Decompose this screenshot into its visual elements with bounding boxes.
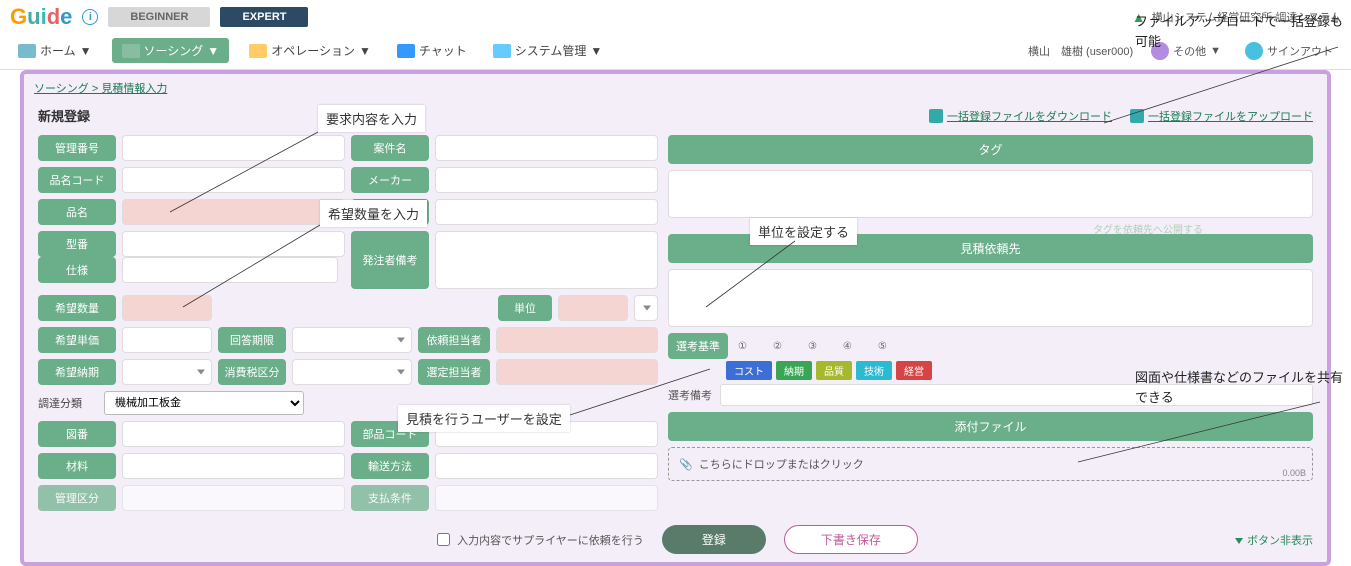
mode-expert[interactable]: EXPERT (220, 7, 308, 27)
label-tax: 消費税区分 (218, 359, 286, 385)
label-orderer-note: 発注者備考 (351, 231, 429, 289)
nav-chat[interactable]: チャット (391, 39, 473, 62)
drop-icon: 📎 (679, 458, 693, 471)
label-due: 希望納期 (38, 359, 116, 385)
upload-link[interactable]: 一括登録ファイルをアップロード (1130, 108, 1313, 124)
input-item-code[interactable] (122, 167, 345, 193)
label-spec: 仕様 (38, 257, 116, 283)
input-tax[interactable] (292, 359, 412, 385)
input-reply-due[interactable] (292, 327, 412, 353)
breadcrumb[interactable]: ソーシング > 見積情報入力 (24, 74, 1327, 102)
info-icon[interactable]: i (82, 9, 98, 25)
criteria-tag[interactable]: 技術 (856, 361, 892, 380)
input-unit[interactable] (558, 295, 628, 321)
download-icon (929, 109, 943, 123)
criteria-tag[interactable]: コスト (726, 361, 772, 380)
supplier-checkbox[interactable]: 入力内容でサプライヤーに依頼を行う (433, 530, 644, 549)
callout-a5: ファイルアップロードで一括登録も可能 (1135, 12, 1345, 51)
label-drawing: 図番 (38, 421, 116, 447)
drop-size: 0.00B (1282, 468, 1306, 478)
input-model-no[interactable] (122, 231, 345, 257)
criteria-num-5: ⑤ (878, 341, 887, 352)
label-item-name: 品名 (38, 199, 116, 225)
label-sel-note: 選考備考 (668, 387, 712, 403)
nav-operation[interactable]: オペレーション ▼ (243, 39, 377, 62)
tag-field[interactable] (668, 170, 1313, 218)
select-class[interactable]: 機械加工板金 (104, 391, 304, 415)
input-drawing[interactable] (122, 421, 345, 447)
input-maker[interactable] (435, 167, 658, 193)
attach-button[interactable]: 添付ファイル (668, 412, 1313, 441)
input-mgmt-cat[interactable] (122, 485, 345, 511)
current-user: 横山 雄樹 (user000) (1028, 43, 1133, 59)
label-unit: 単位 (498, 295, 552, 321)
input-ship[interactable] (435, 453, 658, 479)
label-model-no: 型番 (38, 231, 116, 257)
label-subject: 案件名 (351, 135, 429, 161)
register-button[interactable]: 登録 (662, 525, 766, 554)
label-reply-due: 回答期限 (218, 327, 286, 353)
criteria-tag[interactable]: 経営 (896, 361, 932, 380)
drop-text: こちらにドロップまたはクリック (699, 456, 864, 472)
label-maker: メーカー (351, 167, 429, 193)
page-title: 新規登録 (38, 106, 90, 125)
label-sel-pic: 選定担当者 (418, 359, 490, 385)
criteria-num-3: ③ (808, 341, 817, 352)
callout-a6: 図面や仕様書などのファイルを共有できる (1135, 368, 1345, 407)
label-mgmt-no: 管理番号 (38, 135, 116, 161)
label-criteria: 選考基準 (668, 333, 728, 359)
input-orderer-note[interactable] (435, 231, 658, 289)
label-mgmt-cat: 管理区分 (38, 485, 116, 511)
quote-dest-field[interactable] (668, 269, 1313, 327)
label-class: 調達分類 (38, 395, 98, 411)
draft-button[interactable]: 下書き保存 (784, 525, 918, 554)
publish-hint: タグを依頼先へ公開する (1093, 221, 1203, 236)
callout-a3: 単位を設定する (750, 218, 857, 245)
label-ship: 輸送方法 (351, 453, 429, 479)
unit-dropdown[interactable] (634, 295, 658, 321)
input-deliver[interactable] (435, 199, 658, 225)
callout-a1: 要求内容を入力 (318, 105, 425, 132)
input-subject[interactable] (435, 135, 658, 161)
label-unit-price: 希望単価 (38, 327, 116, 353)
label-req-pic: 依頼担当者 (418, 327, 490, 353)
label-payment: 支払条件 (351, 485, 429, 511)
criteria-tag[interactable]: 品質 (816, 361, 852, 380)
input-due[interactable] (122, 359, 212, 385)
criteria-num-1: ① (738, 341, 747, 352)
label-item-code: 品名コード (38, 167, 116, 193)
mode-beginner[interactable]: BEGINNER (108, 7, 210, 27)
hide-buttons[interactable]: ボタン非表示 (1235, 532, 1313, 548)
nav-sourcing[interactable]: ソーシング ▼ (112, 38, 230, 63)
input-req-pic[interactable] (496, 327, 658, 353)
callout-a4: 見積を行うユーザーを設定 (398, 405, 570, 432)
nav-home[interactable]: ホーム ▼ (12, 39, 98, 62)
input-spec[interactable] (122, 257, 338, 283)
criteria-num-4: ④ (843, 341, 852, 352)
input-sel-pic[interactable] (496, 359, 658, 385)
label-qty: 希望数量 (38, 295, 116, 321)
criteria-tag[interactable]: 納期 (776, 361, 812, 380)
nav-sysadmin[interactable]: システム管理 ▼ (487, 39, 609, 62)
download-link[interactable]: 一括登録ファイルをダウンロード (929, 108, 1112, 124)
input-mgmt-no[interactable] (122, 135, 345, 161)
file-dropzone[interactable]: 📎 こちらにドロップまたはクリック 0.00B (668, 447, 1313, 481)
input-material[interactable] (122, 453, 345, 479)
input-item-name[interactable] (122, 199, 345, 225)
tag-button[interactable]: タグ (668, 135, 1313, 164)
app-logo: Guide (10, 4, 72, 30)
callout-a2: 希望数量を入力 (320, 200, 427, 227)
input-unit-price[interactable] (122, 327, 212, 353)
criteria-num-2: ② (773, 341, 782, 352)
label-material: 材料 (38, 453, 116, 479)
upload-icon (1130, 109, 1144, 123)
input-payment[interactable] (435, 485, 658, 511)
input-qty[interactable] (122, 295, 212, 321)
